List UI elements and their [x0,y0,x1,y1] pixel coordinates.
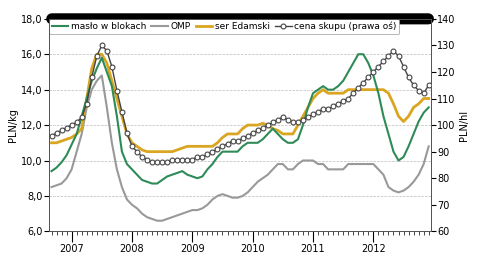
Y-axis label: PLN/kg: PLN/kg [8,108,18,142]
Legend: masło w blokach, OMP, ser Edamski, cena skupu (prawa oś): masło w blokach, OMP, ser Edamski, cena … [49,19,399,34]
Y-axis label: PLN/hl: PLN/hl [459,109,469,141]
